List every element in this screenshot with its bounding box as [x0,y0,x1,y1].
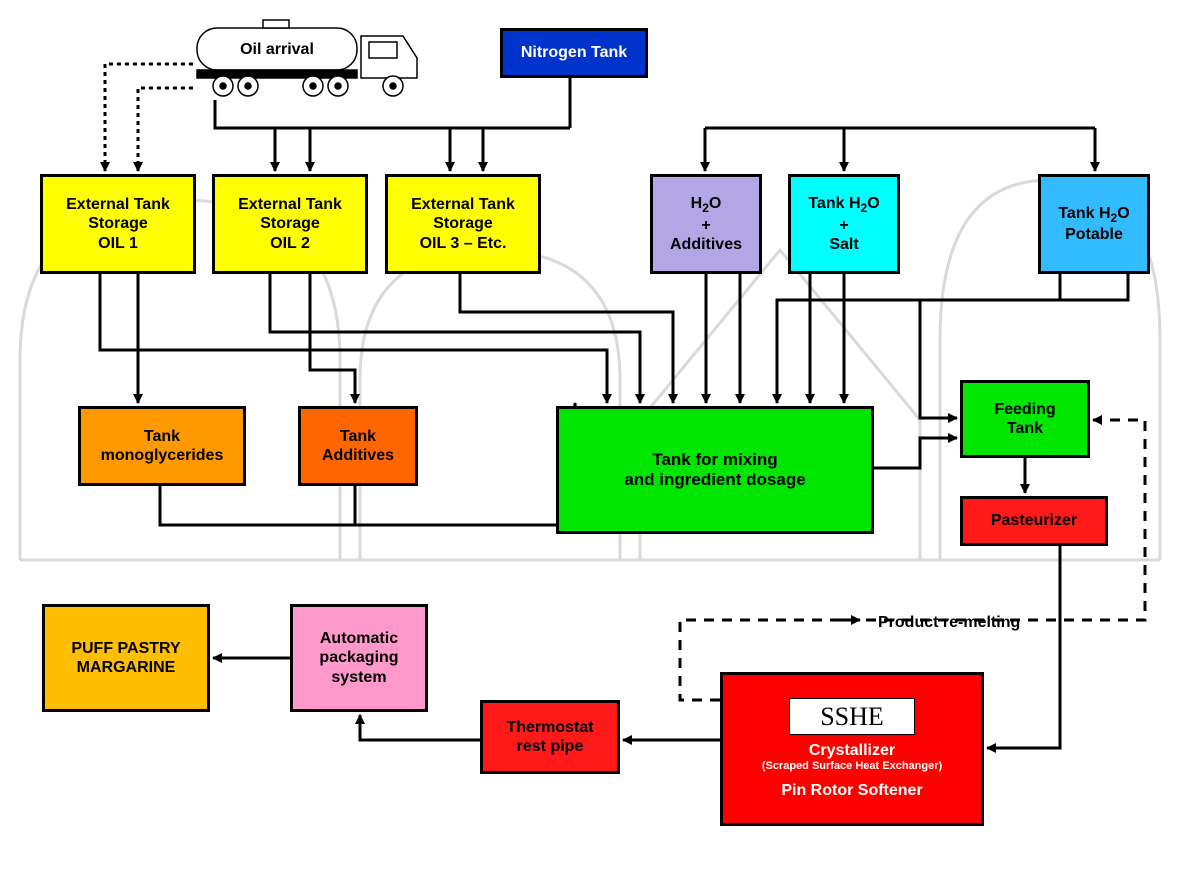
feeding-label: FeedingTank [994,400,1055,438]
h2o_pot-label: Tank H2OPotable [1058,204,1129,245]
oil-arrival-label: Oil arrival [240,41,314,58]
sshe-node: SSHE Crystallizer(Scraped Surface Heat Ex… [720,672,984,826]
thermostat-label: Thermostatrest pipe [506,718,593,756]
packaging-label: Automaticpackagingsystem [319,629,398,687]
sshe-title: SSHE [789,698,915,735]
thermostat-node: Thermostatrest pipe [480,700,620,774]
h2o_add-label: H2O+Additives [670,194,742,254]
mixing-label: Tank for mixingand ingredient dosage [624,450,805,491]
oil-arrival-truck: Oil arrival [193,14,429,100]
nitrogen-tank-node: Nitrogen Tank [500,28,648,78]
h2o-additives-node: H2O+Additives [650,174,762,274]
oil1-node: External TankStorageOIL 1 [40,174,196,274]
pasteurizer-node: Pasteurizer [960,496,1108,546]
h2o_salt-label: Tank H2O+Salt [808,194,879,254]
nitrogen-label: Nitrogen Tank [521,43,627,62]
diagram-canvas: Oil arrival Nitrogen Tank External TankS… [0,0,1196,875]
packaging-node: Automaticpackagingsystem [290,604,428,712]
pasteurizer-label: Pasteurizer [991,511,1077,530]
monoglycerides-node: Tankmonoglycerides [78,406,246,486]
remelting-label: Product re-melting [878,614,1020,632]
oil2-label: External TankStorageOIL 2 [238,195,342,253]
additives-node: TankAdditives [298,406,418,486]
sshe-subtitle: (Scraped Surface Heat Exchanger) [762,760,942,773]
h2o-salt-node: Tank H2O+Salt [788,174,900,274]
sshe-pinrotor: Pin Rotor Softener [781,781,922,800]
puff-label: PUFF PASTRYMARGARINE [71,639,180,677]
oil3-node: External TankStorageOIL 3 – Etc. [385,174,541,274]
sshe-crystallizer: Crystallizer [809,741,895,760]
monogly-label: Tankmonoglycerides [101,427,224,465]
puff-pastry-node: PUFF PASTRYMARGARINE [42,604,210,712]
feeding-tank-node: FeedingTank [960,380,1090,458]
additives-label: TankAdditives [322,427,394,465]
oil3-label: External TankStorageOIL 3 – Etc. [411,195,515,253]
h2o-potable-node: Tank H2OPotable [1038,174,1150,274]
oil2-node: External TankStorageOIL 2 [212,174,368,274]
oil1-label: External TankStorageOIL 1 [66,195,170,253]
mixing-tank-node: Tank for mixingand ingredient dosage [556,406,874,534]
